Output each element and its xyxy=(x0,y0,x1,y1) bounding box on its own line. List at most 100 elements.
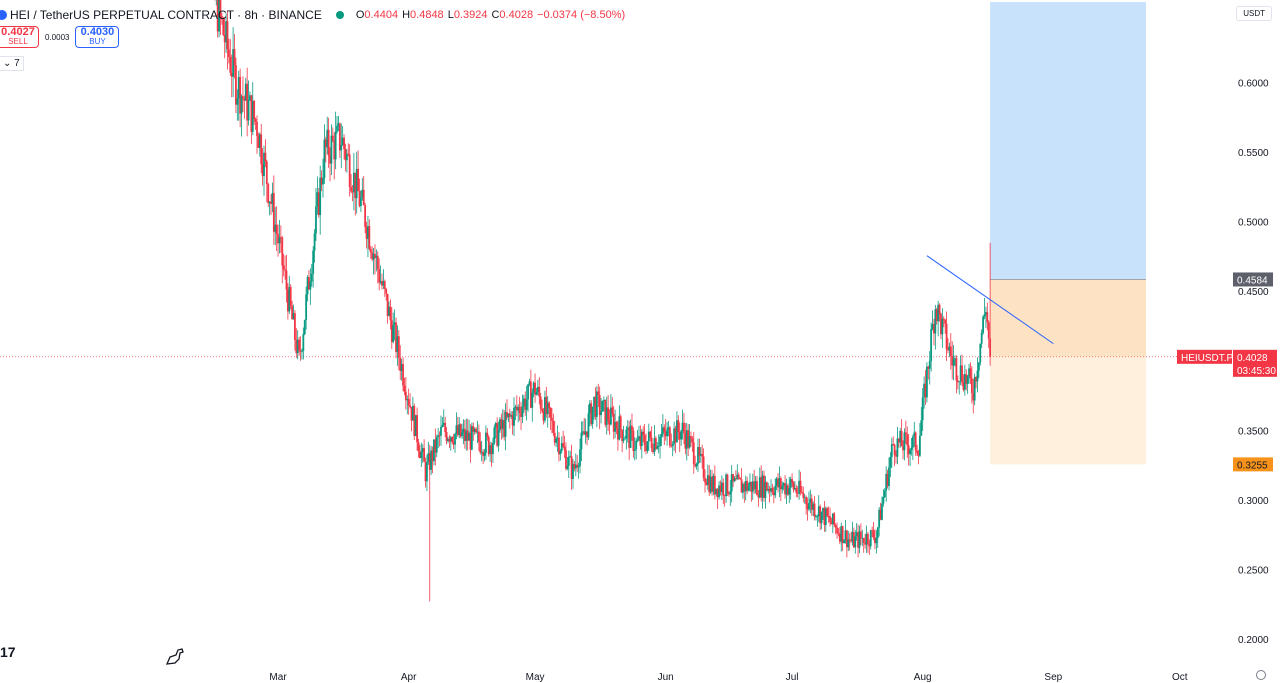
candle xyxy=(645,433,647,455)
candle xyxy=(215,0,217,6)
candle xyxy=(343,134,345,160)
candle xyxy=(490,442,493,467)
candle xyxy=(302,327,305,360)
candle xyxy=(515,395,518,417)
target-price-label: 0.4584 xyxy=(1237,275,1268,286)
candle xyxy=(552,413,555,436)
candle xyxy=(750,481,753,502)
y-tick-label: 0.6000 xyxy=(1238,78,1269,89)
candle xyxy=(896,426,899,465)
candle xyxy=(480,440,483,462)
candle xyxy=(371,246,374,262)
x-tick-label: Oct xyxy=(1172,672,1188,683)
candle xyxy=(708,465,711,497)
candle xyxy=(712,473,715,496)
candle xyxy=(520,401,522,431)
lower-stop-zone xyxy=(990,356,1147,465)
candle xyxy=(927,365,930,380)
candle xyxy=(396,325,399,366)
settings-icon[interactable] xyxy=(1256,670,1266,680)
candle xyxy=(781,481,784,494)
candle xyxy=(921,388,924,431)
candle xyxy=(860,523,862,546)
candle xyxy=(361,177,364,201)
x-tick-label: Jun xyxy=(658,672,674,683)
candle xyxy=(688,424,691,449)
candle xyxy=(279,225,282,253)
candle xyxy=(362,175,365,206)
candle xyxy=(475,426,477,434)
symbol-title[interactable]: HEI / TetherUS PERPETUAL CONTRACT · 8h ·… xyxy=(10,8,322,22)
candle xyxy=(680,429,683,446)
candle xyxy=(965,369,968,391)
candle xyxy=(388,301,390,317)
candle xyxy=(931,310,934,331)
candle xyxy=(549,407,552,430)
candle xyxy=(310,263,313,287)
candle xyxy=(989,242,992,366)
candle xyxy=(865,525,868,553)
candle xyxy=(890,437,893,469)
candle xyxy=(985,306,987,328)
candle xyxy=(562,430,565,448)
candle xyxy=(492,437,494,463)
candle xyxy=(462,419,465,445)
candle xyxy=(756,475,758,496)
currency-selector[interactable]: USDT xyxy=(1236,6,1272,21)
candle xyxy=(909,448,911,466)
candle xyxy=(358,178,361,208)
candle xyxy=(938,303,941,322)
candle xyxy=(691,435,694,452)
candle xyxy=(958,381,961,395)
target-price-label-bg xyxy=(1233,272,1273,287)
candle xyxy=(768,485,771,503)
candle xyxy=(535,387,538,396)
buy-button[interactable]: 0.4030 BUY xyxy=(75,26,120,48)
candle xyxy=(619,414,622,439)
candle xyxy=(861,529,864,546)
candle xyxy=(264,139,267,168)
candle xyxy=(312,246,315,288)
candle xyxy=(458,417,461,439)
candle xyxy=(348,144,351,197)
candle xyxy=(602,396,605,412)
candle xyxy=(470,422,473,451)
candle xyxy=(959,355,962,386)
candle xyxy=(903,428,906,461)
candle xyxy=(281,236,284,284)
candle xyxy=(463,419,466,449)
candle xyxy=(344,143,347,172)
candle xyxy=(317,188,320,218)
candle xyxy=(969,362,972,385)
candle xyxy=(278,219,281,254)
candle xyxy=(632,427,635,458)
candle xyxy=(801,485,803,495)
candle xyxy=(831,513,834,534)
candle xyxy=(399,345,402,380)
indicators-toggle[interactable]: ⌄ 7 xyxy=(0,56,24,71)
candle xyxy=(749,473,751,492)
candle xyxy=(249,91,251,102)
candle xyxy=(668,425,671,449)
candle xyxy=(970,365,973,404)
candle xyxy=(923,376,926,409)
candle xyxy=(823,500,826,532)
candle xyxy=(972,378,975,414)
candle xyxy=(447,436,449,444)
candle xyxy=(352,152,355,211)
candle xyxy=(640,429,643,459)
candle xyxy=(678,422,681,453)
candle xyxy=(506,399,508,420)
candle xyxy=(608,409,611,435)
candle xyxy=(272,175,275,245)
candle xyxy=(534,373,536,403)
candle xyxy=(711,469,713,496)
sell-button[interactable]: 0.4027 SELL xyxy=(0,26,39,48)
candle xyxy=(636,429,639,443)
candle xyxy=(843,539,845,544)
candle xyxy=(345,149,348,173)
candle xyxy=(555,436,558,448)
candle xyxy=(622,425,625,444)
upper-stop-zone xyxy=(990,279,1147,357)
